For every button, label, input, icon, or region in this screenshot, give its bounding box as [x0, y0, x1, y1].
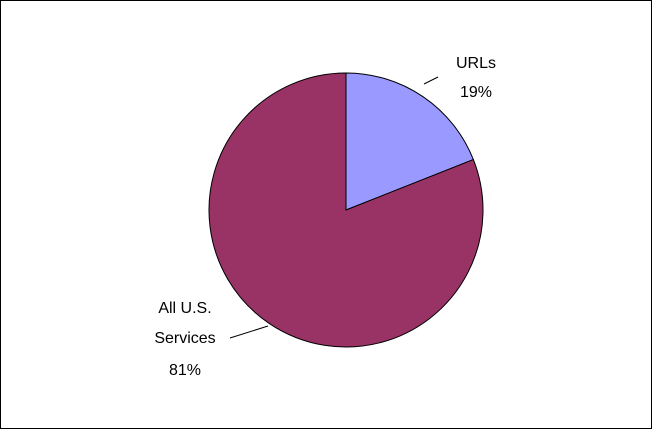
pie-slice-all-us-services — [208, 72, 484, 348]
slice-label-urls: URLs — [456, 55, 496, 72]
slice-label-all-us-line1: All U.S. — [158, 300, 211, 317]
slice-label-all-us-line2: Services — [154, 330, 215, 347]
leader-line-urls — [423, 76, 439, 85]
slice-value-all-us: 81% — [169, 362, 201, 379]
pie-slice-urls — [345, 72, 475, 211]
slice-value-urls: 19% — [460, 84, 492, 101]
leader-line-all-us — [229, 325, 269, 339]
